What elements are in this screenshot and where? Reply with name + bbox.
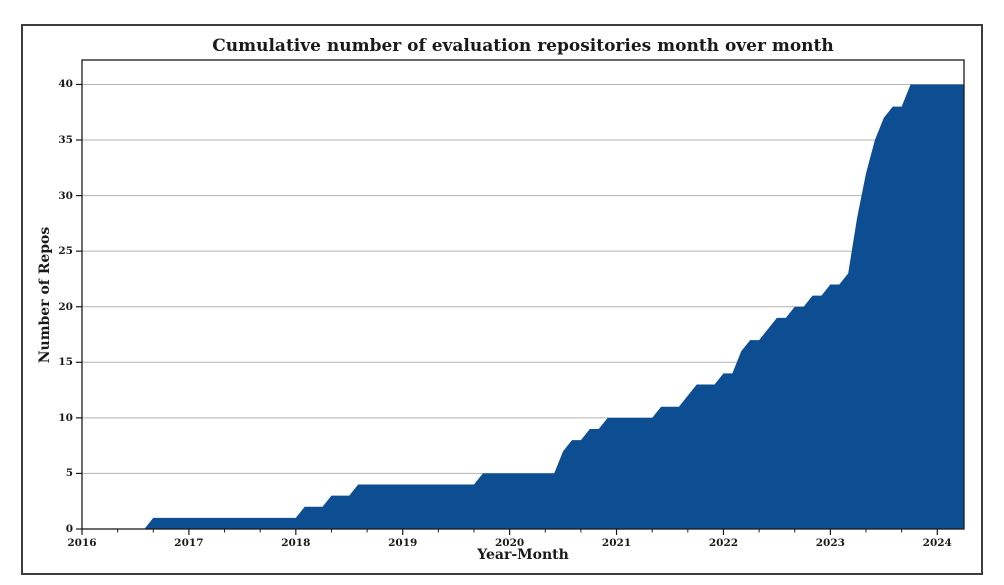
figure-frame: Cumulative number of evaluation reposito… (21, 24, 983, 575)
y-tick-label-25: 25 (58, 245, 73, 258)
x-axis-label: Year-Month (477, 547, 569, 563)
x-tick-label-2021: 2021 (601, 537, 632, 549)
plot-area (76, 59, 965, 535)
y-tick-label-15: 15 (58, 356, 73, 369)
x-tick-label-2016: 2016 (67, 537, 97, 549)
y-tick-label-20: 20 (58, 300, 73, 313)
x-tick-label-2022: 2022 (708, 537, 739, 549)
area-series-cumulative-repos (82, 84, 964, 529)
y-tick-label-40: 40 (58, 78, 73, 91)
x-tick-label-2017: 2017 (174, 537, 204, 549)
chart-title: Cumulative number of evaluation reposito… (212, 36, 834, 56)
y-tick-label-30: 30 (58, 189, 73, 202)
x-tick-label-2023: 2023 (815, 537, 845, 549)
y-tick-label-0: 0 (65, 523, 73, 535)
x-tick-label-2024: 2024 (922, 537, 952, 549)
axes-spines (81, 59, 965, 530)
x-tick-label-2019: 2019 (388, 537, 418, 549)
y-tick-label-5: 5 (65, 467, 73, 480)
x-tick-label-2020: 2020 (495, 537, 525, 549)
y-tick-label-10: 10 (58, 411, 73, 424)
y-tick-label-35: 35 (58, 134, 73, 147)
x-tick-label-2018: 2018 (281, 537, 311, 549)
